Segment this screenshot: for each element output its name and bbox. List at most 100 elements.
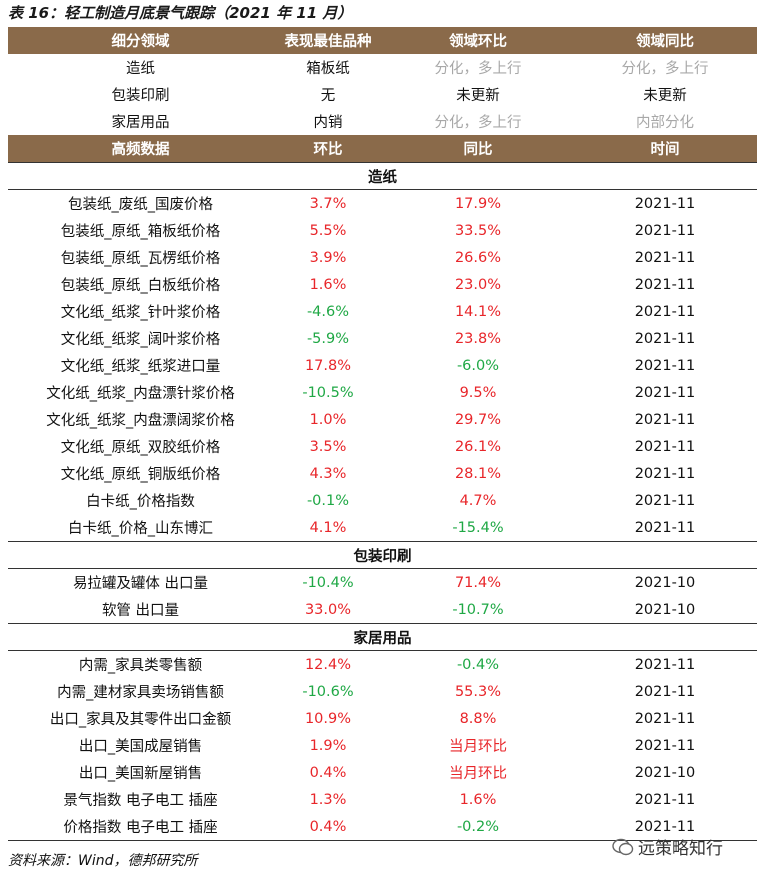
cell: 包装纸_原纸_箱板纸价格	[60, 224, 221, 240]
cell: 17.9%	[454, 195, 502, 212]
cell: 4.1%	[309, 519, 347, 536]
cell: 分化，多上行	[434, 115, 522, 131]
cell: 2021-11	[573, 813, 757, 841]
data-row: 软管 出口量 33.0% -10.7% 2021-10	[8, 596, 757, 624]
cell: 包装印刷	[111, 88, 170, 104]
cell: 内销	[313, 115, 343, 131]
cell: -0.2%	[383, 813, 573, 841]
header-cell: 同比	[383, 135, 573, 163]
cell: 12.4%	[304, 656, 352, 673]
summary-row: 包装印刷 无 未更新 未更新	[8, 81, 757, 108]
cell: -4.6%	[306, 303, 350, 320]
cell: 28.1%	[454, 465, 502, 482]
data-row: 文化纸_纸浆_内盘漂针浆价格 -10.5% 9.5% 2021-11	[8, 379, 757, 406]
cell: -10.6%	[302, 683, 354, 700]
cell: 2021-11	[634, 222, 696, 239]
data-row: 包装纸_废纸_国废价格 3.7% 17.9% 2021-11	[8, 190, 757, 218]
cell: 2021-11	[634, 519, 696, 536]
cell: 文化纸_纸浆_针叶浆价格	[60, 305, 221, 321]
cell: -0.4%	[456, 656, 500, 673]
data-row: 价格指数 电子电工 插座 0.4% -0.2% 2021-11	[8, 813, 757, 841]
cell: 2021-11	[634, 303, 696, 320]
cell: 景气指数 电子电工 插座	[63, 793, 218, 809]
cell: 白卡纸_价格指数	[86, 494, 195, 510]
cell: -6.0%	[456, 357, 500, 374]
cell: 1.3%	[309, 791, 347, 808]
source-note: 资料来源：Wind，德邦研究所	[8, 853, 198, 869]
data-row: 文化纸_原纸_双胶纸价格 3.5% 26.1% 2021-11	[8, 433, 757, 460]
wechat-icon	[612, 838, 634, 855]
data-row: 出口_美国成屋销售 1.9% 当月环比 2021-11	[8, 732, 757, 759]
cell: 2021-11	[634, 357, 696, 374]
cell: 1.0%	[309, 411, 347, 428]
summary-row: 造纸 箱板纸 分化，多上行 分化，多上行	[8, 54, 757, 81]
header-row: 细分领域 表现最佳品种 领域环比 领域同比	[8, 27, 757, 54]
watermark: 远策略知行	[612, 834, 723, 859]
cell: 2021-10	[634, 574, 696, 591]
summary-row: 家居用品 内销 分化，多上行 内部分化	[8, 108, 757, 135]
cell: 内需_家具类零售额	[78, 658, 203, 674]
cell: 软管 出口量	[101, 603, 180, 619]
cell: 2021-10	[634, 601, 696, 618]
cell: 家居用品	[111, 115, 170, 131]
cell: -10.5%	[302, 384, 354, 401]
cell: 文化纸_纸浆_内盘漂阔浆价格	[46, 413, 235, 429]
cell: 26.6%	[454, 249, 502, 266]
header-cell: 细分领域	[8, 27, 273, 54]
data-row: 文化纸_纸浆_内盘漂阔浆价格 1.0% 29.7% 2021-11	[8, 406, 757, 433]
header-cell: 时间	[573, 135, 757, 163]
data-row: 文化纸_纸浆_纸浆进口量 17.8% -6.0% 2021-11	[8, 352, 757, 379]
data-row: 出口_美国新屋销售 0.4% 当月环比 2021-10	[8, 759, 757, 786]
cell: 2021-11	[634, 710, 696, 727]
cell: 文化纸_原纸_铜版纸价格	[60, 467, 221, 483]
cell: 无	[320, 88, 336, 104]
header-cell: 高频数据	[8, 135, 273, 163]
cell: 5.5%	[309, 222, 347, 239]
cell: 3.7%	[309, 195, 347, 212]
section-title: 造纸	[8, 162, 757, 190]
table: 细分领域 表现最佳品种 领域环比 领域同比 造纸 箱板纸 分化，多上行 分化，多上行 包装印刷无…	[8, 27, 757, 841]
cell: 3.9%	[309, 249, 347, 266]
data-row: 包装纸_原纸_瓦楞纸价格 3.9% 26.6% 2021-11	[8, 244, 757, 271]
cell: -10.7%	[452, 601, 504, 618]
header-row: 高频数据 环比 同比 时间	[8, 135, 757, 163]
cell: 2021-11	[634, 276, 696, 293]
cell: 9.5%	[459, 384, 497, 401]
cell: 10.9%	[304, 710, 352, 727]
cell: 33.5%	[454, 222, 502, 239]
data-row: 出口_家具及其零件出口金额 10.9% 8.8% 2021-11	[8, 705, 757, 732]
cell: 2021-11	[634, 683, 696, 700]
cell: 白卡纸_价格_山东博汇	[68, 521, 213, 537]
cell: 分化，多上行	[434, 61, 522, 77]
section-row: 家居用品	[8, 623, 757, 651]
cell: -5.9%	[306, 330, 350, 347]
data-row: 内需_家具类零售额 12.4% -0.4% 2021-11	[8, 651, 757, 679]
cell: 易拉罐及罐体 出口量	[72, 576, 209, 592]
cell: 当月环比	[449, 766, 507, 782]
cell: 2021-11	[634, 411, 696, 428]
cell: 箱板纸	[306, 61, 350, 77]
cell: 出口_美国成屋销售	[78, 739, 203, 755]
cell: 当月环比	[449, 739, 507, 755]
cell: 4.3%	[309, 465, 347, 482]
data-row: 文化纸_纸浆_阔叶浆价格 -5.9% 23.8% 2021-11	[8, 325, 757, 352]
cell: 文化纸_纸浆_内盘漂针浆价格	[46, 386, 235, 402]
data-row: 文化纸_原纸_铜版纸价格 4.3% 28.1% 2021-11	[8, 460, 757, 487]
cell: 内部分化	[636, 115, 694, 131]
cell: 17.8%	[304, 357, 352, 374]
cell: 2021-11	[634, 384, 696, 401]
data-row: 包装纸_原纸_白板纸价格 1.6% 23.0% 2021-11	[8, 271, 757, 298]
cell: 3.5%	[309, 438, 347, 455]
cell: 23.8%	[454, 330, 502, 347]
cell: 文化纸_纸浆_阔叶浆价格	[60, 332, 221, 348]
cell: 2021-11	[634, 465, 696, 482]
cell: 内需_建材家具卖场销售额	[57, 685, 224, 701]
cell: 2021-11	[634, 249, 696, 266]
cell: 造纸	[126, 61, 155, 77]
section-row: 造纸	[8, 162, 757, 190]
data-row: 包装纸_原纸_箱板纸价格 5.5% 33.5% 2021-11	[8, 217, 757, 244]
cell: 文化纸_原纸_双胶纸价格	[60, 440, 221, 456]
title: 表 16：轻工制造月底景气跟踪（2021 年 11 月）	[8, 4, 353, 22]
cell: 包装纸_废纸_国废价格	[68, 197, 213, 213]
